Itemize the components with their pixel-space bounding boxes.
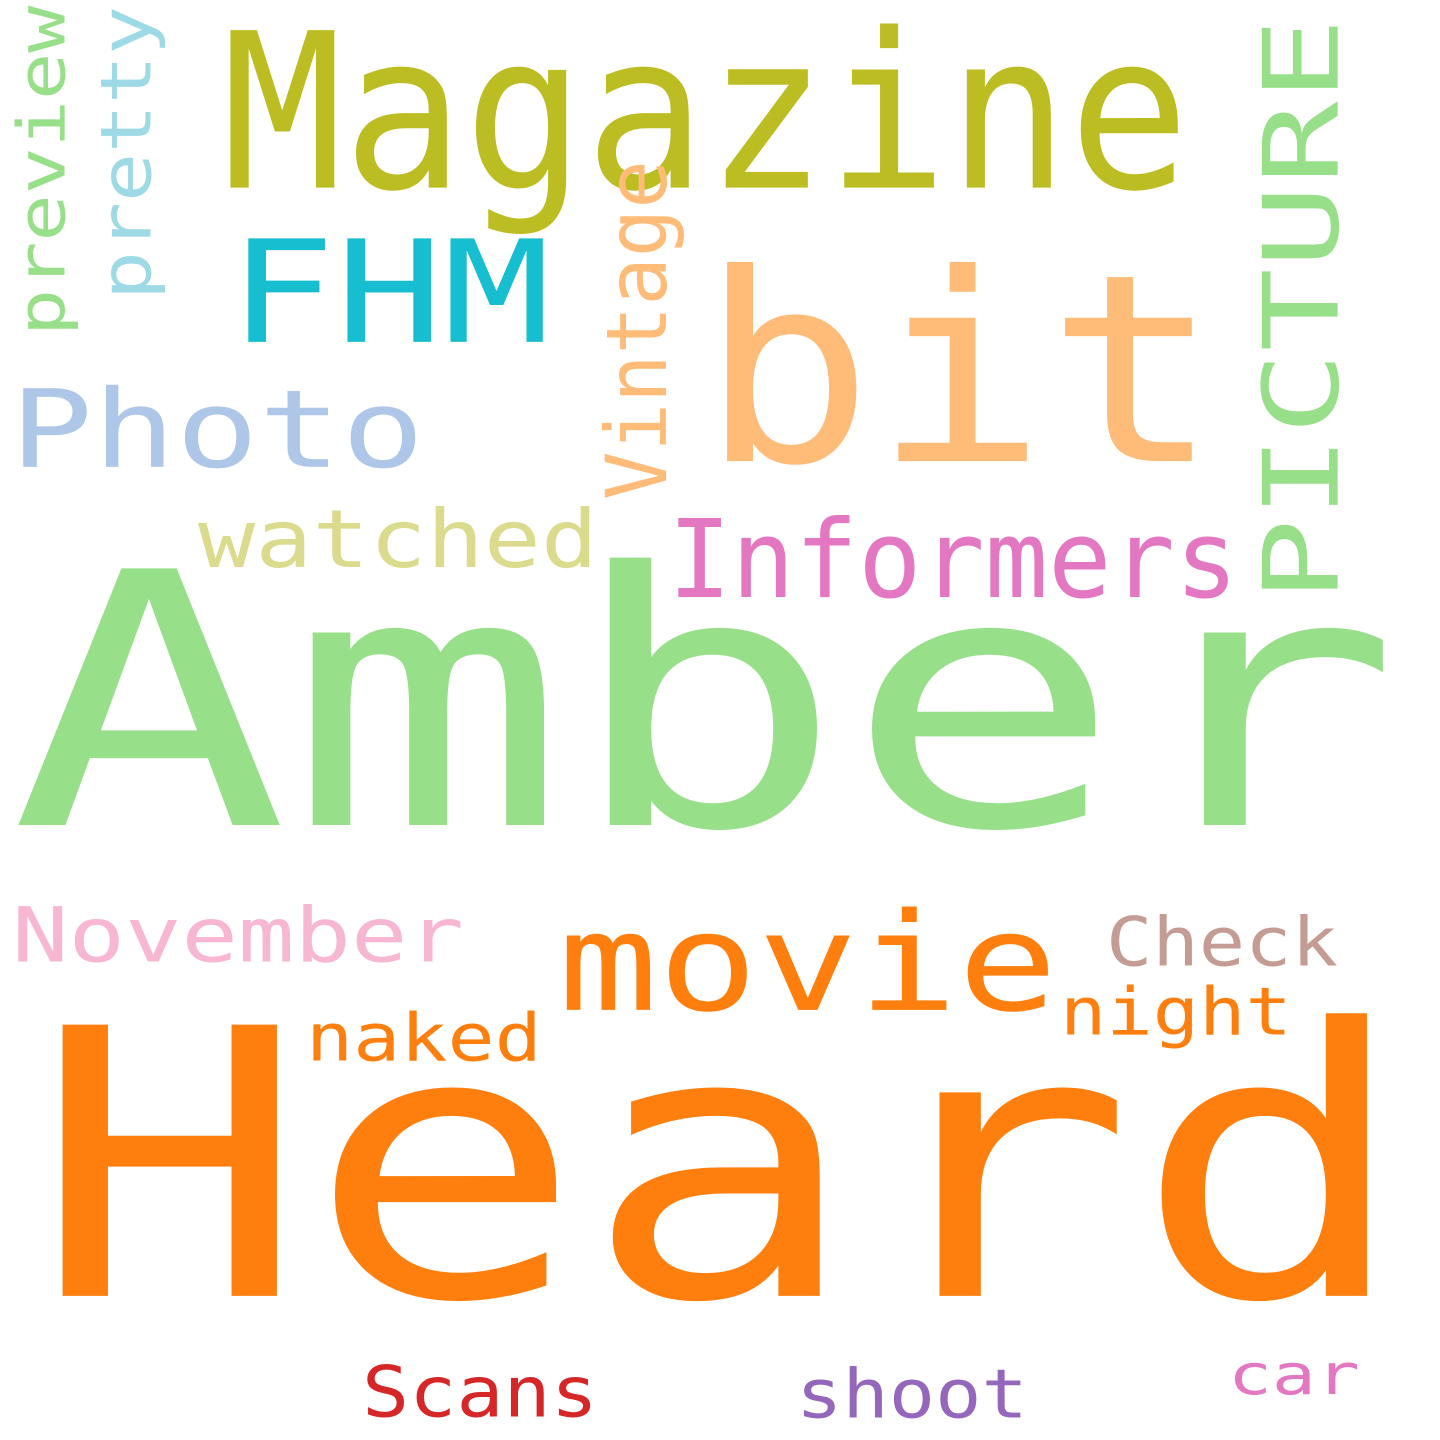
- word-bit: bit: [700, 218, 1220, 524]
- word-pretty: pretty: [86, 5, 168, 301]
- word-fhm: FHM: [228, 209, 551, 376]
- word-watched: watched: [198, 493, 599, 587]
- word-november: November: [12, 891, 464, 980]
- word-magazine: Magazine: [222, 0, 1190, 240]
- word-shoot: shoot: [796, 1354, 1028, 1434]
- word-movie: movie: [558, 884, 1058, 1043]
- word-scans: Scans: [362, 1352, 598, 1434]
- word-car: car: [1228, 1343, 1360, 1409]
- word-informers: Informers: [668, 497, 1239, 623]
- word-vintage: Vintage: [588, 160, 687, 501]
- word-preview: preview: [4, 5, 81, 336]
- word-check: Check: [1106, 902, 1338, 982]
- word-photo: Photo: [10, 367, 425, 493]
- word-night: night: [1060, 974, 1292, 1051]
- word-amber: Amber: [10, 499, 1401, 909]
- word-naked: naked: [306, 1000, 542, 1077]
- word-heard: Heard: [32, 951, 1410, 1385]
- word-picture: PICTURE: [1240, 17, 1363, 602]
